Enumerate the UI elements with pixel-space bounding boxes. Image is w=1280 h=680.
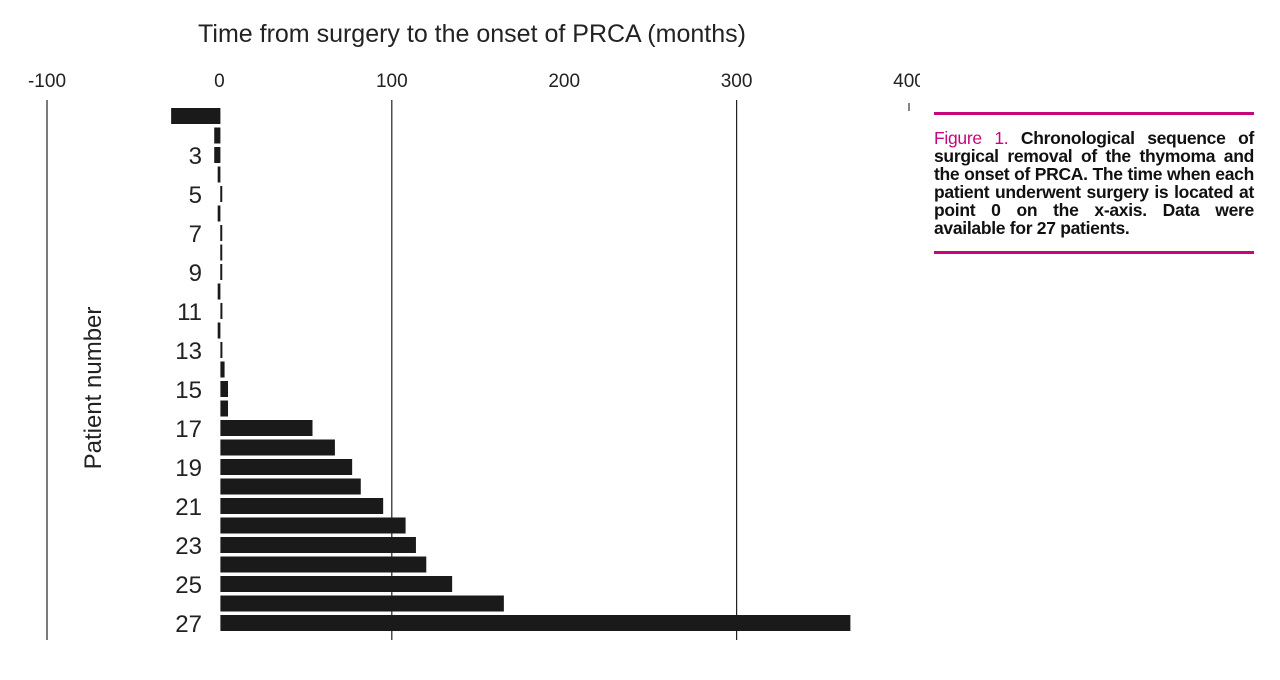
bar-patient-4 xyxy=(217,166,221,183)
bar-patient-6 xyxy=(217,205,221,222)
bar-patient-10 xyxy=(217,283,221,300)
chart: Time from surgery to the onset of PRCA (… xyxy=(28,20,920,640)
caption-top-rule xyxy=(934,112,1254,115)
y-tick-label: 17 xyxy=(175,416,202,443)
x-tick-label: 200 xyxy=(548,71,580,92)
y-tick-label: 7 xyxy=(189,221,202,248)
y-tick-label: 3 xyxy=(189,143,202,170)
bar-patient-2 xyxy=(214,127,221,144)
bar-patient-14 xyxy=(220,361,225,378)
x-tick-label: -100 xyxy=(28,71,66,92)
y-axis-label: Patient number xyxy=(80,307,107,470)
bar-patient-21 xyxy=(220,498,384,514)
y-tick-label: 19 xyxy=(175,455,202,482)
x-tick-label: 300 xyxy=(721,71,753,92)
y-tick-label: 25 xyxy=(175,572,202,599)
caption-text: Chronological sequence of surgical remov… xyxy=(934,128,1254,238)
bar-patient-8 xyxy=(220,244,223,261)
bar-patient-25 xyxy=(220,576,453,592)
bar-patient-20 xyxy=(220,478,361,495)
bar-patient-16 xyxy=(220,400,229,417)
bar-patient-26 xyxy=(220,595,504,612)
bar-patient-23 xyxy=(220,537,416,553)
x-tick-label: 100 xyxy=(376,71,408,92)
figure-caption-box: Figure 1. Chronological sequence of surg… xyxy=(934,112,1254,254)
bar-patient-18 xyxy=(220,439,335,456)
y-tick-label: 11 xyxy=(177,299,202,326)
bar-patient-24 xyxy=(220,556,427,573)
x-axis-ticks: -100 0 100 200 300 400 xyxy=(28,71,920,111)
y-tick-label: 23 xyxy=(175,533,202,560)
y-tick-label: 27 xyxy=(175,611,202,638)
bars xyxy=(171,108,851,631)
y-tick-label: 15 xyxy=(175,377,202,404)
bar-patient-27 xyxy=(220,615,851,631)
bar-patient-13 xyxy=(220,342,223,358)
y-axis-ticks: 3 5 7 9 11 13 15 17 19 21 23 25 27 xyxy=(175,143,202,638)
caption-bottom-rule xyxy=(934,251,1254,254)
bar-patient-7 xyxy=(220,225,223,241)
figure-caption: Figure 1. Chronological sequence of surg… xyxy=(934,129,1254,237)
bar-patient-1 xyxy=(171,108,221,124)
y-tick-label: 21 xyxy=(175,494,202,521)
bar-patient-15 xyxy=(220,381,229,397)
bar-patient-9 xyxy=(220,264,223,280)
bar-patient-3 xyxy=(214,147,221,163)
bar-patient-19 xyxy=(220,459,353,475)
bar-patient-11 xyxy=(220,303,223,319)
bar-patient-12 xyxy=(217,322,221,339)
x-tick-label: 400 xyxy=(893,71,920,92)
bar-patient-5 xyxy=(220,186,223,202)
y-tick-label: 13 xyxy=(175,338,202,365)
bar-patient-22 xyxy=(220,517,406,534)
bar-patient-17 xyxy=(220,420,313,436)
y-tick-label: 9 xyxy=(189,260,202,287)
caption-lead: Figure 1. xyxy=(934,128,1009,148)
x-tick-label: 0 xyxy=(214,71,225,92)
y-tick-label: 5 xyxy=(189,182,202,209)
chart-title: Time from surgery to the onset of PRCA (… xyxy=(198,20,746,48)
